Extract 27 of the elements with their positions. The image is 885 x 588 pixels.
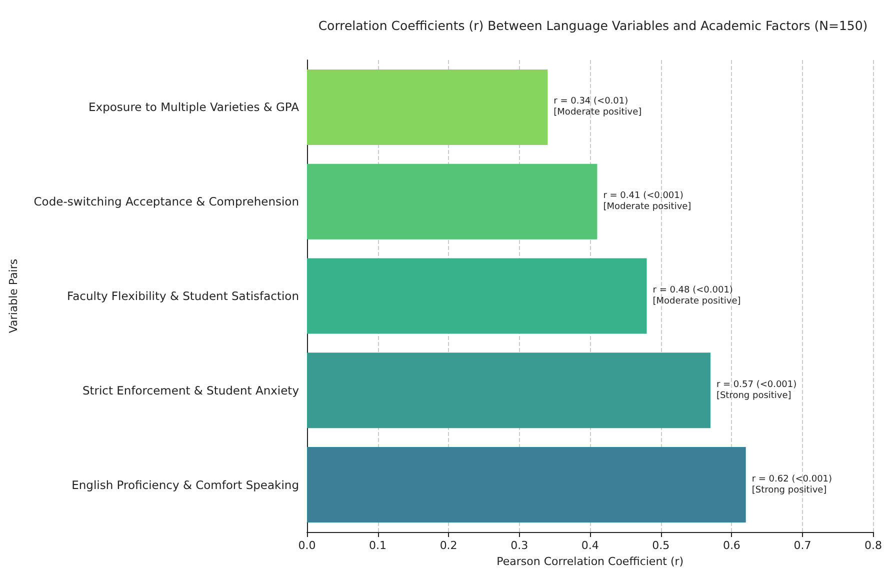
data-label: r = 0.41 (<0.001) [Moderate positive] xyxy=(603,191,692,212)
data-label: r = 0.57 (<0.001) [Strong positive] xyxy=(716,380,797,401)
y-tick-label: Code-switching Acceptance & Comprehension xyxy=(34,194,299,209)
bar xyxy=(307,69,548,145)
x-tick-label: 0.8 xyxy=(864,539,882,552)
bar xyxy=(307,164,598,240)
bar xyxy=(307,352,710,428)
y-tick-label: Exposure to Multiple Varieties & GPA xyxy=(88,100,300,114)
x-axis-title: Pearson Correlation Coefficient (r) xyxy=(496,554,684,568)
data-label: r = 0.62 (<0.001) [Strong positive] xyxy=(752,474,832,496)
y-tick-label: English Proficiency & Comfort Speaking xyxy=(72,478,299,492)
x-tick-label: 0.1 xyxy=(369,539,387,552)
y-tick-label: Faculty Flexibility & Student Satisfaction xyxy=(67,289,299,303)
x-tick-label: 0.2 xyxy=(440,539,458,552)
x-tick-label: 0.0 xyxy=(298,539,316,552)
y-tick-label: Strict Enforcement & Student Anxiety xyxy=(82,383,300,398)
x-tick-label: 0.6 xyxy=(722,539,740,552)
x-tick-label: 0.5 xyxy=(652,539,670,552)
chart-title: Correlation Coefficients (r) Between Language Variables and Academic Factors (N=150) xyxy=(318,18,868,33)
x-tick-label: 0.3 xyxy=(510,539,528,552)
data-label: r = 0.48 (<0.001) [Moderate positive] xyxy=(652,286,741,306)
x-tick-label: 0.4 xyxy=(581,539,599,552)
data-label: r = 0.34 (<0.01) [Moderate positive] xyxy=(554,96,642,118)
bar xyxy=(307,258,647,334)
bar xyxy=(307,447,746,523)
y-axis-title: Variable Pairs xyxy=(7,258,20,334)
x-tick-label: 0.7 xyxy=(794,539,812,552)
